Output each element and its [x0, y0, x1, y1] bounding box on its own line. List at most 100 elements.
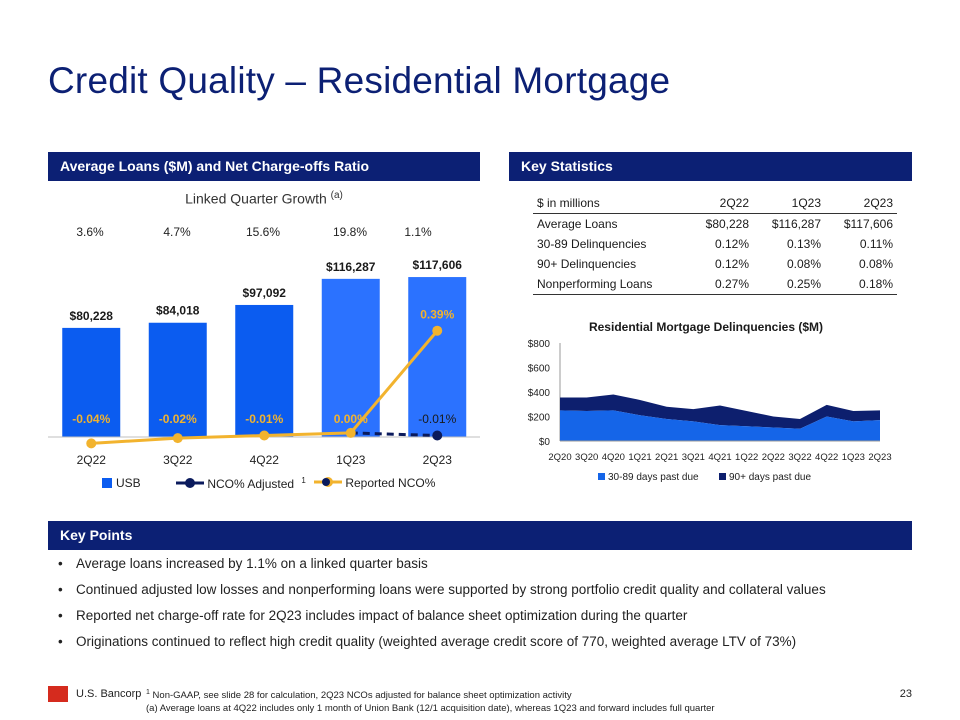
reported-nco-label: 0.39% — [420, 308, 454, 322]
table-cell: 0.25% — [753, 274, 825, 295]
table-row: 30-89 Delinquencies 0.12% 0.13% 0.11% — [533, 234, 897, 254]
legend-reported-nco: Reported NCO% — [314, 476, 435, 490]
footnote-2: (a) Average loans at 4Q22 includes only … — [146, 703, 715, 715]
loan-bar — [148, 322, 207, 437]
x-tick-label: 3Q22 — [163, 453, 193, 467]
footnote-text: Non-GAAP, see slide 28 for calculation, … — [152, 690, 572, 702]
growth-title-note: (a) — [330, 190, 343, 201]
x-tick-label: 2Q20 — [548, 452, 571, 463]
y-tick-label: $200 — [528, 413, 551, 424]
table-cell: $116,287 — [771, 217, 821, 231]
area-30-89 — [560, 410, 880, 441]
legend-90-swatch — [719, 473, 726, 480]
loans-chart-header: Average Loans ($M) and Net Charge-offs R… — [48, 152, 480, 181]
table-cell: Average Loans — [537, 217, 618, 231]
loan-bar-label: $97,092 — [243, 286, 287, 300]
table-cell: $117,606 — [843, 217, 893, 231]
table-row: Average Loans $80,228 $116,287 $117,606 — [533, 214, 897, 235]
legend-usb-label: USB — [116, 476, 141, 490]
list-item: Originations continued to reflect high c… — [58, 633, 826, 659]
table-cell: 0.12% — [715, 257, 750, 271]
x-tick-label: 2Q22 — [762, 452, 785, 463]
loan-bar-label: $116,287 — [326, 260, 376, 274]
nco-label: -0.01% — [245, 412, 283, 426]
x-tick-label: 2Q21 — [655, 452, 678, 463]
legend-nco-adjusted-label: NCO% Adjusted — [207, 477, 295, 491]
growth-value: 19.8% — [332, 225, 368, 239]
slide-title: Credit Quality – Residential Mortgage — [48, 60, 671, 101]
page-number: 23 — [899, 688, 912, 700]
legend-30-89-label: 30-89 days past due — [608, 472, 699, 483]
x-tick-label: 3Q22 — [788, 452, 811, 463]
x-tick-label: 2Q23 — [423, 453, 453, 467]
loan-bar — [408, 277, 467, 437]
nco-label: -0.02% — [159, 412, 197, 426]
loan-bar-label: $117,606 — [413, 258, 463, 272]
table-cell: 0.13% — [786, 237, 821, 251]
legend-reported-nco-label: Reported NCO% — [345, 476, 436, 490]
table-header: 1Q23 — [753, 193, 825, 214]
loan-bar — [62, 327, 121, 437]
growth-value: 15.6% — [245, 225, 281, 239]
x-tick-label: 2Q22 — [77, 453, 107, 467]
brand-name: U.S. Bancorp — [76, 688, 142, 700]
legend-usb-swatch — [102, 478, 112, 488]
legend-nco-adjusted: NCO% Adjusted 1 — [176, 476, 306, 491]
x-tick-label: 3Q21 — [682, 452, 705, 463]
table-row: 90+ Delinquencies 0.12% 0.08% 0.08% — [533, 254, 897, 274]
reported-nco-point — [432, 325, 443, 336]
reported-nco-point — [86, 438, 97, 449]
delinquencies-chart-title: Residential Mortgage Delinquencies ($M) — [589, 320, 823, 334]
table-row: Nonperforming Loans 0.27% 0.25% 0.18% — [533, 274, 897, 295]
nco-label: 0.00% — [334, 412, 368, 426]
legend-note: 1 — [301, 476, 306, 485]
delinquencies-chart: Residential Mortgage Delinquencies ($M) $… — [528, 320, 892, 483]
table-cell: Nonperforming Loans — [533, 274, 689, 295]
table-header: 2Q23 — [825, 193, 897, 214]
table-cell: $80,228 — [705, 217, 750, 231]
nco-adjusted-point — [432, 430, 443, 441]
y-tick-label: $600 — [528, 364, 551, 375]
growth-title-text: Linked Quarter Growth — [185, 190, 327, 207]
nco-label: -0.04% — [72, 412, 110, 426]
loan-bar-label: $84,018 — [156, 304, 200, 318]
loans-nco-chart: $80,228 $84,018 $97,092 $116,287 $117,606 -0.… — [48, 258, 480, 467]
nco-adjusted-line — [350, 431, 438, 438]
footnote-marker: 1 — [146, 689, 150, 696]
footnotes: 1 Non-GAAP, see slide 28 for calculation… — [146, 686, 715, 715]
x-tick-label: 4Q22 — [250, 453, 280, 467]
x-tick-label: 1Q22 — [735, 452, 758, 463]
area-90-plus — [560, 394, 880, 429]
x-tick-label: 4Q22 — [815, 452, 838, 463]
shield-logo-icon — [48, 686, 68, 702]
growth-value: 3.6% — [76, 225, 104, 239]
growth-value: 4.7% — [163, 225, 191, 239]
x-tick-label: 2Q23 — [868, 452, 891, 463]
growth-value: 1.1% — [404, 225, 432, 239]
nco-label: -0.01% — [418, 412, 456, 426]
table-header-row: $ in millions 2Q22 1Q23 2Q23 — [533, 193, 897, 214]
legend-90-label: 90+ days past due — [729, 472, 811, 483]
table-cell: 30-89 Delinquencies — [537, 237, 647, 251]
y-tick-label: $0 — [539, 437, 551, 448]
table-header: $ in millions — [533, 193, 689, 214]
y-tick-label: $800 — [528, 339, 551, 350]
loan-bar-label: $80,228 — [70, 309, 114, 323]
list-item: Average loans increased by 1.1% on a lin… — [58, 555, 826, 581]
loan-bar — [235, 304, 294, 437]
key-statistics-header: Key Statistics — [509, 152, 912, 181]
x-tick-label: 1Q23 — [842, 452, 865, 463]
footnote-1: 1 Non-GAAP, see slide 28 for calculation… — [146, 686, 715, 702]
table-header: 2Q22 — [688, 193, 754, 214]
key-points-list: Average loans increased by 1.1% on a lin… — [58, 555, 826, 659]
x-tick-label: 4Q20 — [602, 452, 625, 463]
table-cell: 0.27% — [688, 274, 754, 295]
table-cell: 0.12% — [715, 237, 750, 251]
key-statistics-table: $ in millions 2Q22 1Q23 2Q23 Average Loa… — [533, 193, 897, 295]
x-tick-label: 3Q20 — [575, 452, 598, 463]
table-cell: 0.08% — [858, 257, 893, 271]
growth-title: Linked Quarter Growth (a) — [48, 190, 480, 207]
table-cell: 0.08% — [786, 257, 821, 271]
list-item: Reported net charge-off rate for 2Q23 in… — [58, 607, 826, 633]
table-cell: 90+ Delinquencies — [537, 257, 637, 271]
